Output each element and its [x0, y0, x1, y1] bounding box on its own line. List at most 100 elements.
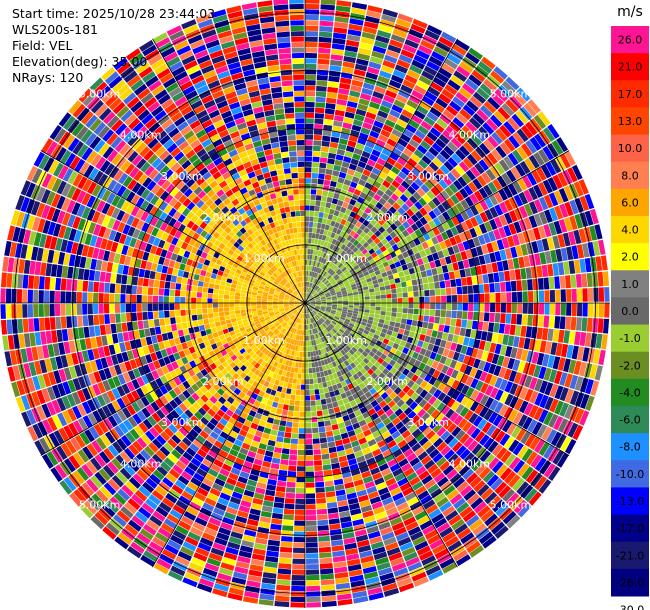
velocity-gate [364, 207, 372, 215]
velocity-gate [316, 508, 328, 515]
velocity-gate [183, 328, 190, 336]
velocity-gate [359, 375, 367, 382]
velocity-gate [422, 194, 432, 204]
velocity-gate [475, 392, 485, 403]
velocity-gate [512, 477, 525, 492]
velocity-gate [307, 287, 310, 293]
velocity-gate [394, 350, 402, 357]
velocity-gate [577, 303, 583, 317]
velocity-gate [413, 149, 425, 159]
velocity-gate [471, 275, 478, 285]
velocity-gate [305, 156, 313, 162]
velocity-gate [329, 289, 336, 294]
velocity-gate [330, 396, 337, 403]
velocity-gate [327, 316, 333, 321]
velocity-gate [364, 251, 371, 258]
velocity-gate [432, 227, 441, 236]
velocity-gate [426, 60, 440, 72]
velocity-gate [174, 310, 181, 317]
velocity-gate [349, 198, 357, 206]
velocity-gate [328, 276, 333, 281]
velocity-gate [328, 518, 340, 525]
velocity-gate [315, 296, 320, 300]
velocity-gate [292, 558, 305, 564]
velocity-gate [305, 101, 315, 108]
velocity-gate [336, 417, 344, 424]
velocity-gate [389, 214, 398, 223]
velocity-gate [342, 305, 349, 308]
velocity-gate [602, 271, 610, 287]
velocity-gate [573, 360, 582, 375]
velocity-gate [330, 336, 336, 343]
velocity-gate [374, 269, 381, 276]
velocity-gate [399, 114, 411, 124]
velocity-gate [363, 357, 370, 365]
velocity-gate [385, 408, 394, 417]
velocity-gate [326, 298, 332, 301]
velocity-gate [390, 347, 397, 355]
velocity-gate [509, 324, 516, 336]
velocity-gate [533, 152, 545, 166]
velocity-gate [487, 181, 498, 194]
velocity-gate [554, 400, 564, 415]
velocity-gate [334, 287, 341, 292]
velocity-gate [418, 470, 430, 481]
velocity-gate [364, 261, 371, 268]
velocity-gate [513, 459, 525, 474]
velocity-gate [313, 383, 319, 390]
velocity-gate [490, 303, 496, 313]
velocity-gate [416, 243, 424, 252]
velocity-gate [345, 345, 351, 352]
velocity-gate [315, 301, 321, 303]
velocity-gate [309, 282, 312, 288]
velocity-gate [413, 297, 419, 303]
velocity-gate [337, 235, 343, 242]
velocity-gate [432, 197, 441, 207]
velocity-gate [296, 466, 305, 472]
velocity-gate [311, 238, 315, 244]
velocity-gate [353, 294, 359, 298]
velocity-gate [370, 303, 376, 307]
velocity-gate [457, 260, 465, 270]
velocity-gate [329, 523, 341, 530]
velocity-gate [386, 329, 393, 336]
velocity-gate [507, 183, 518, 196]
velocity-gate [374, 230, 382, 238]
velocity-gate [283, 437, 291, 444]
velocity-gate [273, 396, 280, 403]
velocity-gate [386, 371, 394, 379]
velocity-gate [281, 409, 288, 416]
velocity-gate [516, 314, 523, 325]
velocity-gate [410, 392, 419, 401]
velocity-gate [458, 161, 470, 173]
velocity-gate [317, 288, 322, 293]
velocity-gate [394, 261, 401, 268]
velocity-gate [308, 232, 313, 238]
velocity-gate [380, 206, 389, 214]
velocity-gate [115, 313, 121, 323]
velocity-gate [366, 344, 374, 351]
velocity-gate [462, 510, 477, 523]
velocity-gate [504, 199, 514, 212]
velocity-gate [582, 303, 588, 317]
velocity-gate [399, 352, 407, 360]
velocity-gate [574, 376, 584, 391]
velocity-gate [424, 416, 435, 426]
velocity-gate [352, 153, 361, 161]
velocity-gate [325, 236, 330, 242]
velocity-gate [431, 360, 439, 369]
velocity-gate [343, 179, 352, 186]
velocity-gate [381, 193, 390, 202]
velocity-gate [563, 358, 571, 373]
velocity-gate [376, 157, 386, 166]
velocity-gate [469, 95, 483, 108]
velocity-gate [169, 310, 175, 318]
velocity-gate [321, 276, 326, 282]
velocity-gate [339, 283, 345, 288]
velocity-gate [485, 168, 496, 181]
velocity-gate [321, 270, 326, 276]
velocity-gate [503, 186, 513, 199]
velocity-gate [432, 452, 444, 463]
velocity-gate [327, 317, 332, 322]
velocity-gate [488, 363, 497, 375]
